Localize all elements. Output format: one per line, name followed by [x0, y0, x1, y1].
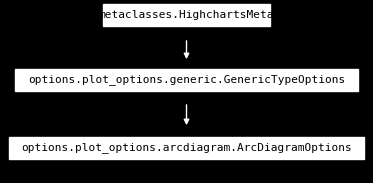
- FancyBboxPatch shape: [9, 137, 364, 159]
- FancyBboxPatch shape: [103, 4, 270, 26]
- Text: metaclasses.HighchartsMeta: metaclasses.HighchartsMeta: [99, 10, 274, 20]
- FancyBboxPatch shape: [15, 69, 358, 91]
- Text: options.plot_options.arcdiagram.ArcDiagramOptions: options.plot_options.arcdiagram.ArcDiagr…: [21, 143, 352, 154]
- Text: options.plot_options.generic.GenericTypeOptions: options.plot_options.generic.GenericType…: [28, 74, 345, 85]
